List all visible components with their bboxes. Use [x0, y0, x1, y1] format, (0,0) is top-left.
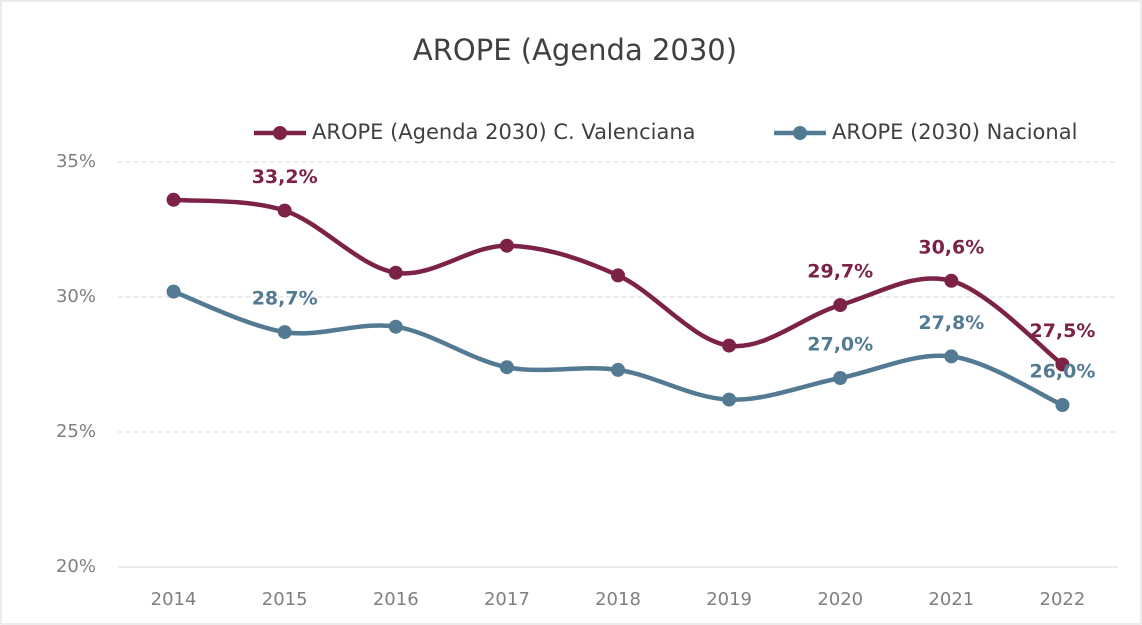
y-tick-label: 35% [56, 151, 96, 172]
legend-marker [273, 126, 287, 140]
x-tick-label: 2015 [262, 589, 308, 610]
x-tick-label: 2018 [595, 589, 641, 610]
data-label: 26,0% [1029, 361, 1095, 383]
data-point [277, 325, 292, 340]
data-point [722, 338, 737, 353]
x-tick-label: 2020 [817, 589, 863, 610]
data-label: 27,8% [918, 312, 984, 334]
data-point [944, 273, 959, 288]
data-point [833, 298, 848, 313]
data-point [833, 371, 848, 385]
x-tick-label: 2022 [1040, 589, 1086, 610]
data-point [166, 284, 181, 299]
legend-label: AROPE (2030) Nacional [832, 120, 1077, 144]
chart-title: AROPE (Agenda 2030) [413, 33, 737, 67]
y-tick-label: 20% [56, 556, 96, 577]
legend-marker [793, 126, 807, 140]
data-label: 27,5% [1029, 320, 1095, 342]
x-tick-label: 2021 [928, 589, 974, 610]
x-tick-label: 2016 [373, 589, 419, 610]
data-point [722, 392, 737, 407]
data-point [1055, 398, 1070, 412]
data-label: 33,2% [252, 166, 318, 188]
data-point [166, 192, 181, 207]
data-label: 28,7% [252, 288, 318, 310]
data-point [499, 238, 514, 253]
data-point [944, 349, 959, 364]
x-tick-label: 2017 [484, 589, 530, 610]
data-point [388, 319, 403, 334]
y-tick-label: 25% [56, 421, 96, 442]
data-point [499, 360, 514, 375]
data-label: 29,7% [807, 261, 873, 283]
x-tick-label: 2019 [706, 589, 752, 610]
y-tick-label: 30% [56, 286, 96, 307]
data-point [388, 265, 403, 280]
data-label: 30,6% [918, 236, 984, 258]
legend-label: AROPE (Agenda 2030) C. Valenciana [312, 120, 696, 144]
data-point [611, 268, 625, 283]
data-point [611, 362, 625, 377]
data-label: 27,0% [807, 334, 873, 356]
data-point [277, 203, 292, 218]
x-tick-label: 2014 [151, 589, 197, 610]
data-point [1055, 357, 1070, 372]
